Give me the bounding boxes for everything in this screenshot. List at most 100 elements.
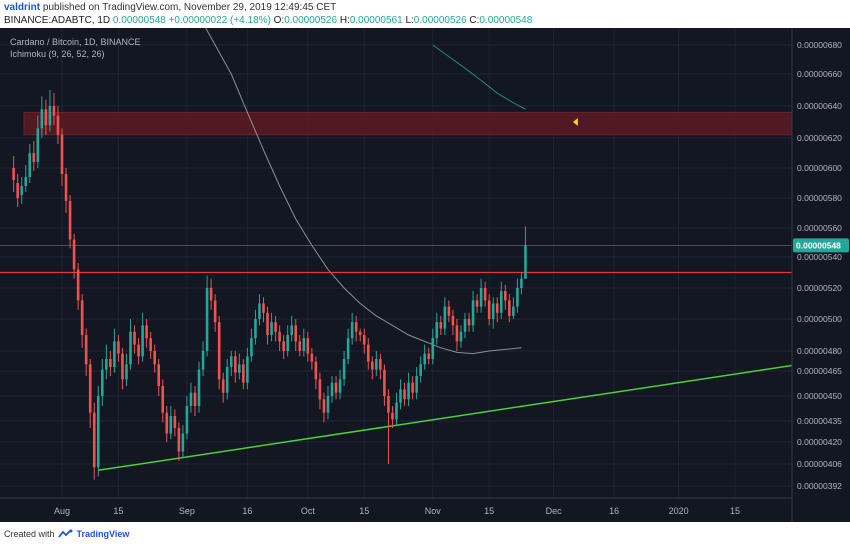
change-value: +0.00000022 (+4.18%) [168, 15, 271, 26]
legend-indicator: Ichimoku (9, 26, 52, 26) [10, 49, 105, 59]
candle-body [415, 376, 418, 393]
open-value: 0.00000526 [284, 15, 338, 26]
candle-body [306, 338, 310, 354]
candle-body [338, 379, 342, 393]
candle-body [346, 338, 350, 359]
candle-body [379, 359, 382, 370]
candle-body [334, 382, 338, 393]
candle-body [471, 300, 475, 326]
moving-average-curve [205, 28, 522, 355]
candle-body [221, 379, 225, 393]
publish-info: valdrint published on TradingView.com, N… [4, 2, 336, 13]
candle-body [504, 291, 507, 301]
candle-body [205, 288, 209, 351]
candle-body [44, 109, 48, 126]
price-tick-label: 0.00000406 [797, 459, 842, 469]
price-tick-label: 0.00000540 [797, 252, 842, 262]
candle-body [366, 344, 370, 362]
price-tick-label: 0.00000600 [797, 163, 842, 173]
candle-body [383, 369, 386, 396]
candle-body [475, 300, 479, 307]
candle-body [28, 153, 32, 177]
candle-body [435, 322, 439, 339]
low-label: L: [405, 15, 414, 26]
candle-body [294, 325, 298, 342]
candle-body [451, 315, 455, 326]
candle-body [322, 399, 326, 413]
candle-body [169, 416, 173, 434]
candle-body [479, 288, 483, 307]
candle-body [129, 331, 132, 365]
created-with: Created with TradingView [4, 529, 129, 539]
time-tick-label: 16 [242, 506, 252, 516]
candle-body [60, 134, 64, 174]
candle-body [109, 359, 112, 367]
candle-body [407, 382, 410, 400]
candle-body [12, 168, 15, 180]
candle-body [52, 106, 56, 116]
candle-body [149, 338, 152, 351]
candle-body [161, 386, 165, 413]
candle-body [282, 341, 285, 351]
alert-marker-icon [573, 118, 578, 126]
candle-body [512, 306, 515, 316]
candle-body [375, 359, 378, 370]
candle-body [246, 356, 249, 383]
candle-body [101, 369, 104, 396]
ohlc-line: BINANCE:ADABTC, 1D 0.00000548 +0.0000002… [4, 15, 532, 26]
candle-body [419, 364, 422, 376]
candle-body [64, 174, 68, 201]
chart-legend: Cardano / Bitcoin, 1D, BINANCE Ichimoku … [10, 36, 141, 60]
candle-body [350, 322, 354, 339]
candle-body [427, 353, 431, 359]
time-tick-label: Oct [301, 506, 316, 516]
candle-body [48, 106, 52, 126]
candle-body [270, 322, 273, 335]
candle-body [443, 306, 447, 329]
chart-panel[interactable] [0, 28, 850, 522]
candle-body [177, 428, 181, 452]
candle-body [217, 322, 221, 380]
candlestick-chart[interactable]: 0.00000680 0.00000660 0.00000640 0.00000620… [0, 28, 850, 522]
candle-body [310, 353, 314, 362]
candle-body [197, 369, 201, 406]
candle-body [40, 109, 44, 129]
candle-body [354, 322, 358, 332]
open-label: O: [273, 15, 285, 26]
candle-body [520, 278, 523, 288]
candle-body [431, 338, 435, 359]
candle-body [16, 183, 19, 198]
candle-body [391, 412, 394, 420]
candle-body [326, 396, 330, 413]
candle-body [32, 153, 36, 162]
candle-body [72, 239, 76, 270]
candle-body [262, 303, 265, 313]
published-text: published on TradingView.com, November 2… [42, 2, 337, 13]
candle-body [165, 412, 169, 434]
high-label: H: [339, 15, 350, 26]
candle-body [508, 300, 511, 316]
price-tick-label: 0.00000660 [797, 69, 842, 79]
candle-body [399, 389, 402, 403]
candle-body [189, 392, 193, 406]
price-tick-label: 0.00000450 [797, 391, 842, 401]
candle-body [125, 364, 128, 380]
low-value: 0.00000526 [413, 15, 467, 26]
candle-body [233, 356, 237, 373]
high-value: 0.00000561 [349, 15, 403, 26]
close-value: 0.00000548 [479, 15, 533, 26]
candle-body [209, 288, 213, 301]
current-price-badge [793, 238, 849, 253]
candle-body [117, 341, 120, 354]
candle-body [105, 359, 108, 370]
legend-series: Cardano / Bitcoin, 1D, BINANCE [10, 37, 141, 47]
tradingview-brand[interactable]: TradingView [76, 529, 130, 539]
ascending-support-line [98, 356, 850, 472]
candle-body [36, 128, 40, 162]
candle-body [24, 177, 28, 186]
price-tick-label: 0.00000500 [797, 314, 842, 324]
candle-body [185, 406, 189, 434]
price-tick-label: 0.00000580 [797, 193, 842, 203]
candle-body [403, 389, 406, 400]
author-name[interactable]: valdrint [4, 2, 41, 13]
